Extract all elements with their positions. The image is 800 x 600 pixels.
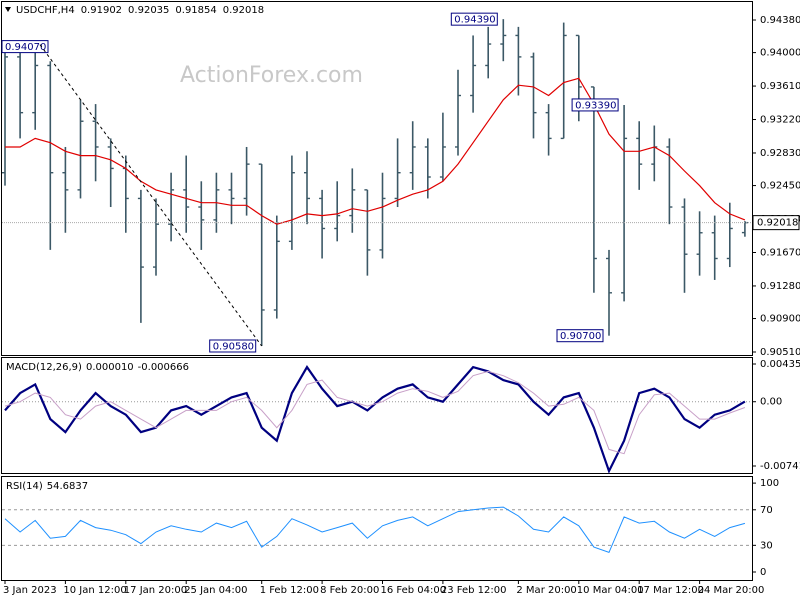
annotation-box	[556, 329, 604, 343]
panel-header: MACD(12,26,9) 0.000010 -0.000666	[6, 362, 189, 373]
trend-line	[39, 44, 263, 347]
x-tick-label: 1 Feb 12:00	[260, 585, 319, 596]
y-tick-label: 0.90900	[760, 314, 800, 325]
annotation-label: 0.93390	[575, 100, 616, 111]
watermark: ActionForex.com	[180, 63, 363, 88]
x-tick-label: 10 Mar 04:00	[577, 585, 644, 596]
series-line	[4, 370, 746, 455]
annotation-box	[571, 98, 619, 112]
header-high: 0.92035	[128, 5, 169, 16]
header-open: 0.91902	[81, 5, 122, 16]
x-tick-label: 23 Feb 12:00	[441, 585, 507, 596]
y-tick-label: 0.91280	[760, 281, 800, 292]
menu-arrow	[5, 7, 11, 12]
x-tick-label: 24 Mar 20:00	[698, 585, 765, 596]
annotation-label: 0.90580	[213, 341, 254, 352]
y-tick-label: 0.92450	[760, 181, 800, 192]
last-price-box	[752, 215, 800, 231]
series-line	[5, 77, 746, 225]
y-tick-label: 0	[760, 567, 766, 578]
annotation-box	[450, 12, 498, 26]
annotation-label: 0.94070	[5, 42, 46, 53]
x-tick-label: 17 Jan 20:00	[124, 585, 187, 596]
annotation-label: 0.94390	[454, 15, 495, 26]
y-tick-label: 100	[760, 478, 779, 489]
annotation-box	[1, 40, 49, 54]
indicator-value: -0.000666	[138, 362, 189, 373]
annotation-box	[209, 339, 257, 353]
indicator-title: MACD(12,26,9)	[6, 362, 82, 373]
last-price-label: 0.92018	[757, 218, 798, 229]
y-tick-label: 0.94380	[760, 15, 800, 26]
y-tick-label: 30	[760, 540, 773, 551]
panel-frame	[1, 1, 753, 356]
y-tick-label: 0.90510	[760, 347, 800, 358]
y-tick-label: 0.91670	[760, 247, 800, 258]
indicator-value: 0.000010	[86, 362, 134, 373]
y-tick-label: -0.007417	[760, 461, 800, 472]
x-tick-label: 10 Jan 12:00	[63, 585, 126, 596]
annotation-label: 0.90700	[560, 331, 601, 342]
y-tick-label: 0.92830	[760, 148, 800, 159]
y-tick-label: 0.94000	[760, 48, 800, 59]
panel-header: RSI(14) 54.6837	[6, 481, 88, 492]
series-line	[4, 506, 746, 554]
x-tick-label: 25 Jan 04:00	[184, 585, 247, 596]
chart-header: USDCHF,H4 0.91902 0.92035 0.91854 0.92018	[16, 5, 264, 16]
y-tick-label: 70	[760, 505, 773, 516]
y-tick-label: 0.93610	[760, 81, 800, 92]
header-low: 0.91854	[175, 5, 216, 16]
x-tick-label: 3 Jan 2023	[3, 585, 57, 596]
x-tick-label: 2 Mar 20:00	[516, 585, 576, 596]
y-tick-label: 0.004354	[760, 359, 800, 370]
indicator-value: 54.6837	[47, 481, 88, 492]
x-tick-label: 8 Feb 20:00	[320, 585, 379, 596]
x-tick-label: 17 Mar 12:00	[637, 585, 704, 596]
y-tick-label: 0.00	[760, 397, 782, 408]
panel-frame	[1, 357, 753, 474]
symbol-title: USDCHF,H4	[16, 5, 75, 16]
x-tick-label: 16 Feb 04:00	[381, 585, 447, 596]
header-close: 0.92018	[223, 5, 264, 16]
indicator-title: RSI(14)	[6, 481, 43, 492]
y-tick-label: 0.93220	[760, 115, 800, 126]
panel-frame	[1, 476, 753, 581]
